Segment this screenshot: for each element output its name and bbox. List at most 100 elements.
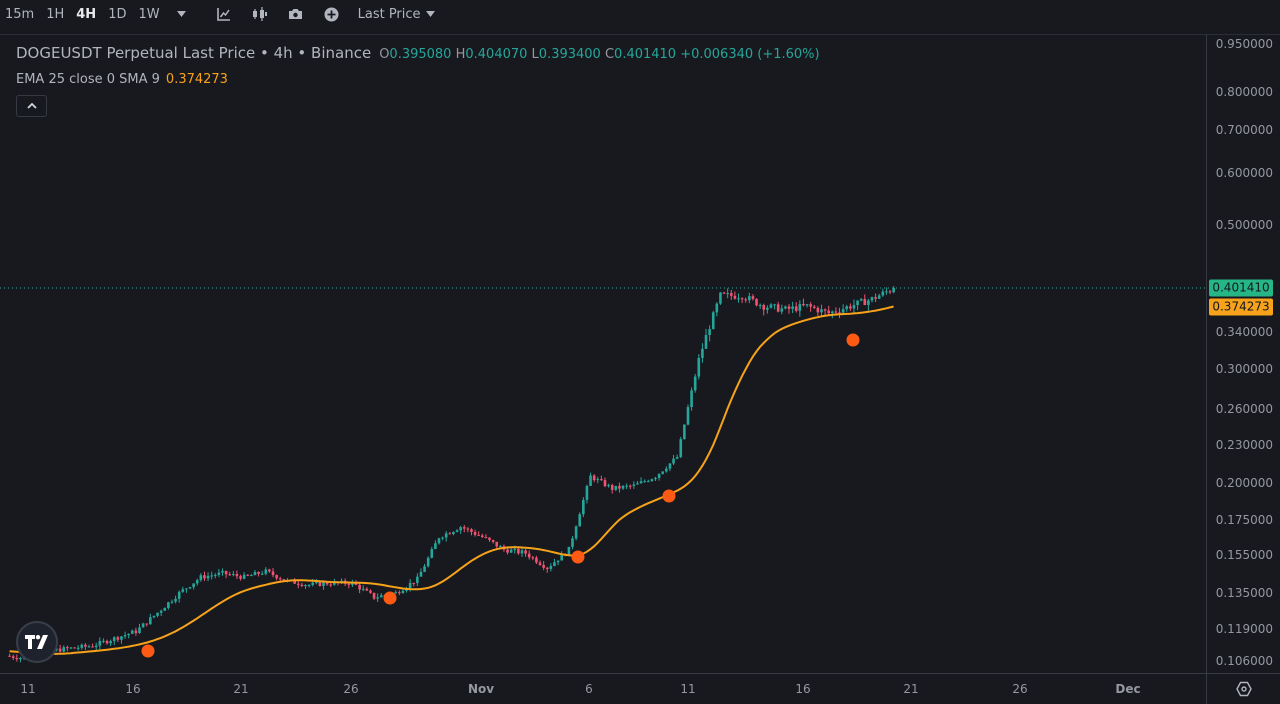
candle [827,305,830,316]
candle [531,555,535,561]
candle [481,533,484,538]
candle [116,635,120,643]
candle [812,304,816,309]
candle [704,328,708,349]
candle [650,478,654,482]
candle [683,424,686,440]
candle [574,525,578,541]
candle [553,558,556,567]
tradingview-logo[interactable] [16,621,58,663]
candle [773,303,776,310]
candle [582,497,585,518]
candle [758,303,762,309]
candle [614,485,618,492]
timeframe-4h[interactable]: 4H [76,6,97,22]
candle [455,529,459,533]
add-compare-button[interactable] [322,4,342,24]
candle [416,573,419,587]
candle [412,582,416,587]
timeframe-dropdown-button[interactable] [172,4,192,24]
chevron-up-icon [26,103,37,109]
axis-settings-button[interactable] [1206,673,1280,704]
candle [690,387,693,411]
candle [693,373,697,393]
candle [748,292,751,304]
candle [711,310,715,330]
candle [437,537,441,545]
candle [174,595,177,604]
open-label: O [379,47,390,62]
candle [556,560,560,566]
candle [470,528,473,536]
time-tick-label: 11 [20,682,36,696]
timeframe-15m[interactable]: 15m [5,6,35,22]
candle [592,474,596,483]
candle [520,547,524,557]
price-tick-label: 0.155000 [1215,548,1273,562]
candle [809,302,812,312]
candlestick-chart[interactable] [0,35,1206,673]
candle [170,599,174,604]
candle [881,288,885,297]
timeframe-1h[interactable]: 1H [46,6,65,22]
timeframe-1d[interactable]: 1D [108,6,127,22]
add-compare-icon [324,7,339,21]
candle [571,536,574,550]
candle [524,548,527,557]
candle [686,404,690,426]
candle [80,643,84,650]
price-axis[interactable]: 0.401410 0.374273 0.950000 0.800000 0.7000… [1206,35,1280,673]
timeframe-1w[interactable]: 1W [138,6,160,22]
candle [253,570,257,576]
settings-hexagon-icon [1236,681,1252,697]
chart-pane[interactable] [0,35,1206,673]
candle [823,308,827,316]
candle [859,297,863,302]
time-tick-label: 26 [1012,682,1028,696]
candle [675,454,679,460]
close-label: C [604,47,615,62]
chart-type-candles-icon [252,7,267,21]
candle [8,653,11,657]
ema-value-label: 0.374273 [1209,298,1273,316]
candle [484,534,488,539]
indicators-button[interactable] [214,4,234,24]
collapse-legend-button[interactable] [16,95,47,117]
candle [307,584,311,588]
candle [628,484,632,490]
candle [434,540,437,550]
candle [679,436,683,459]
indicator-legend[interactable]: EMA 25 close 0 SMA 9 0.374273 [16,72,228,87]
chart-legend: DOGEUSDT Perpetual Last Price • 4h • Bin… [16,44,820,62]
candle [426,556,430,568]
price-tick-label: 0.175000 [1215,513,1273,527]
time-axis[interactable]: 11 16 21 26 Nov 6 11 16 21 26 Dec [0,673,1206,704]
signal-marker [846,333,860,347]
candle [188,586,192,590]
symbol-title[interactable]: DOGEUSDT Perpetual Last Price • 4h • Bin… [16,44,372,62]
price-source-dropdown[interactable]: Last Price [358,7,435,22]
low-label: L [531,47,539,62]
candle [19,656,22,663]
tradingview-logo-icon [25,635,48,649]
candle [430,546,434,559]
candle [892,286,895,294]
candle [73,647,76,649]
candle [123,631,127,639]
snapshot-camera-icon [289,9,303,19]
price-tick-label: 0.200000 [1215,476,1273,490]
candle [452,531,455,536]
candle [228,571,232,576]
candle [794,302,798,313]
candle [867,298,870,311]
candle [600,475,603,482]
candle [517,547,520,555]
time-tick-label: 6 [585,682,593,696]
chart-type-button[interactable] [250,4,270,24]
snapshot-button[interactable] [286,4,306,24]
candle [776,301,780,313]
candle [719,291,722,305]
price-source-label: Last Price [357,6,421,22]
signal-marker [662,489,676,503]
candle [163,607,167,611]
